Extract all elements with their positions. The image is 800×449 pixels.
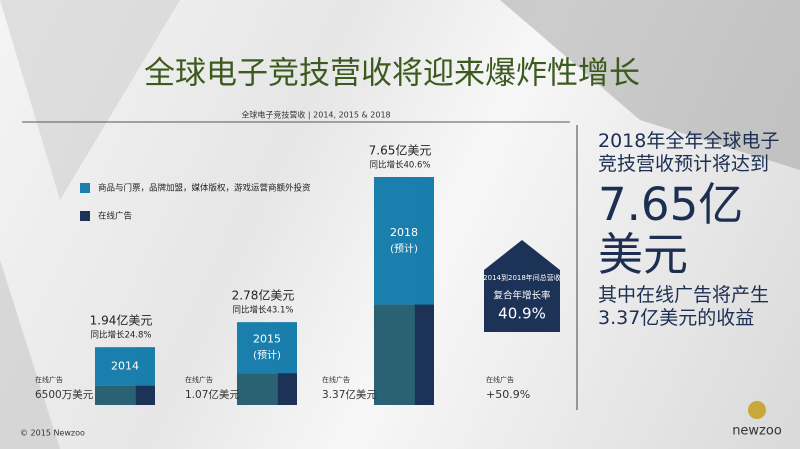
legend-swatch <box>80 183 90 193</box>
bar-segment <box>374 177 434 305</box>
bar-segment-shade <box>277 322 297 374</box>
growth-label: 同比增长24.8% <box>90 330 151 341</box>
shard <box>0 260 60 449</box>
copyright: © 2015 Newzoo <box>20 429 85 438</box>
summary-highlight: 7.65亿美元 <box>598 178 744 281</box>
legend-swatch <box>80 211 90 221</box>
total-label: 1.94亿美元 <box>90 313 153 328</box>
cagr-badge <box>484 240 560 332</box>
summary: 2018年全年全球电子竞技营收预计将达到 7.65亿美元 其中在线广告将产生3.… <box>598 130 783 330</box>
ad-value-label: 3.37亿美元 <box>322 388 377 401</box>
growth-label: 同比增长40.6% <box>369 160 430 171</box>
shard <box>0 0 180 200</box>
logo-mark <box>748 401 766 419</box>
category-label: 2015 <box>253 333 281 346</box>
ad-caption: 在线广告 <box>322 375 350 384</box>
subtitle: 全球电子竞技营收 | 2014, 2015 & 2018 <box>241 110 390 120</box>
category-label: 2014 <box>111 359 139 372</box>
logo: newzoo <box>732 424 782 439</box>
summary-lead: 2018年全年全球电子竞技营收预计将达到 <box>598 130 780 175</box>
cagr-caption: 2014到2018年间总营收 <box>483 273 561 282</box>
ad-value-label: 1.07亿美元 <box>185 388 240 401</box>
category-label: 2018 <box>390 226 418 239</box>
total-label: 7.65亿美元 <box>369 143 432 158</box>
cagr-label: 复合年增长率 <box>493 290 551 302</box>
bar-segment-shade <box>414 304 434 405</box>
bar-segment-shade <box>277 373 297 405</box>
bar-segment <box>237 322 297 374</box>
bar-segment-shade <box>135 385 155 405</box>
category-note: (预计) <box>390 242 418 255</box>
bar-segment <box>95 347 155 386</box>
legend-label: 在线广告 <box>98 211 132 222</box>
category-note: (预计) <box>253 349 281 362</box>
shard <box>500 0 800 170</box>
ad-growth-caption: 在线广告 <box>486 375 514 384</box>
bar-segment-shade <box>414 177 434 305</box>
legend-label: 商品与门票，品牌加盟，媒体版权，游戏运营商额外投资 <box>98 183 311 194</box>
title: 全球电子竞技营收将迎来爆炸性增长 <box>144 56 640 92</box>
total-label: 2.78亿美元 <box>232 288 295 303</box>
growth-label: 同比增长43.1% <box>232 305 293 316</box>
bar-segment-shade <box>135 347 155 386</box>
summary-tail: 其中在线广告将产生3.37亿美元的收益 <box>598 284 770 329</box>
ad-caption: 在线广告 <box>35 375 63 384</box>
cagr-value: 40.9% <box>498 305 546 323</box>
ad-caption: 在线广告 <box>185 375 213 384</box>
ad-growth-value: +50.9% <box>486 388 530 401</box>
ad-value-label: 6500万美元 <box>35 388 94 401</box>
